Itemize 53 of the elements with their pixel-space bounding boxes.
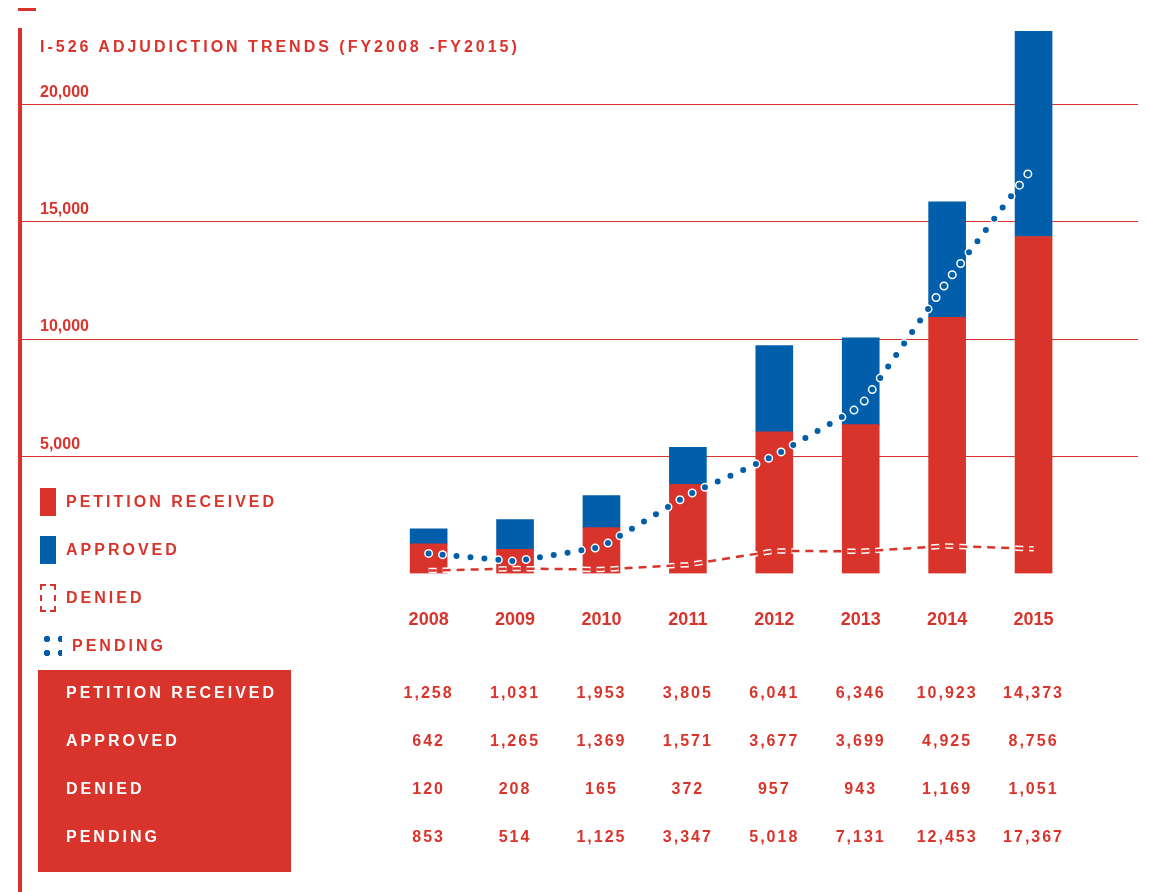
legend-label: PETITION RECEIVED <box>66 493 278 511</box>
data-label: 3,805 <box>662 684 713 702</box>
x-tick-label: 2010 <box>581 609 622 630</box>
data-label: 7,131 <box>835 828 886 846</box>
data-label: 1,265 <box>490 732 541 750</box>
data-label: 1,125 <box>576 828 627 846</box>
text: PETITION RECEIVED <box>66 684 278 701</box>
legend-label: PENDING <box>72 637 166 655</box>
x-tick-label: 2014 <box>927 609 968 630</box>
data-label: 14,373 <box>1003 684 1065 702</box>
data-label: 208 <box>498 780 532 798</box>
text: I-526 ADJUDICTION TRENDS (FY2008 -FY2015) <box>40 38 520 56</box>
data-label: 10,923 <box>916 684 978 702</box>
data-label: 1,051 <box>1008 780 1059 798</box>
data-label: 1,953 <box>576 684 627 702</box>
x-tick-label: 2015 <box>1013 609 1054 630</box>
data-label: 943 <box>844 780 878 798</box>
data-label: 3,699 <box>835 732 886 750</box>
data-label: 372 <box>671 780 705 798</box>
legend-label: DENIED <box>66 589 145 607</box>
data-label: 17,367 <box>1003 828 1065 846</box>
x-tick-label: 2008 <box>408 609 449 630</box>
data-label: 6,041 <box>749 684 800 702</box>
data-label: 1,369 <box>576 732 627 750</box>
y-tick-label: 10,000 <box>40 317 90 335</box>
data-label: 165 <box>585 780 618 798</box>
legend-label: APPROVED <box>66 541 180 559</box>
text: PENDING <box>66 828 160 845</box>
x-tick-label: 2009 <box>495 609 536 630</box>
data-label: 3,677 <box>749 732 800 750</box>
data-label: 1,031 <box>490 684 541 702</box>
data-label: 5,018 <box>749 828 800 846</box>
y-tick-label: 15,000 <box>40 200 90 218</box>
data-label: 957 <box>757 780 791 798</box>
data-label: 1,258 <box>403 684 454 702</box>
data-label: 1,169 <box>922 780 973 798</box>
data-label: 853 <box>412 828 445 846</box>
data-label: 8,756 <box>1008 732 1059 750</box>
data-label: 514 <box>498 828 532 846</box>
data-label: 1,571 <box>662 732 713 750</box>
data-label: 4,925 <box>922 732 973 750</box>
data-label: 120 <box>412 780 445 798</box>
x-tick-label: 2012 <box>754 609 795 630</box>
data-label: 6,346 <box>835 684 886 702</box>
text: DENIED <box>66 780 145 797</box>
y-tick-label: 20,000 <box>40 83 90 101</box>
data-label: 12,453 <box>916 828 978 846</box>
data-label: 642 <box>412 732 445 750</box>
text: APPROVED <box>66 732 180 749</box>
data-label: 3,347 <box>662 828 713 846</box>
y-tick-label: 5,000 <box>40 434 81 452</box>
x-tick-label: 2011 <box>668 609 708 630</box>
x-tick-label: 2013 <box>840 609 881 630</box>
